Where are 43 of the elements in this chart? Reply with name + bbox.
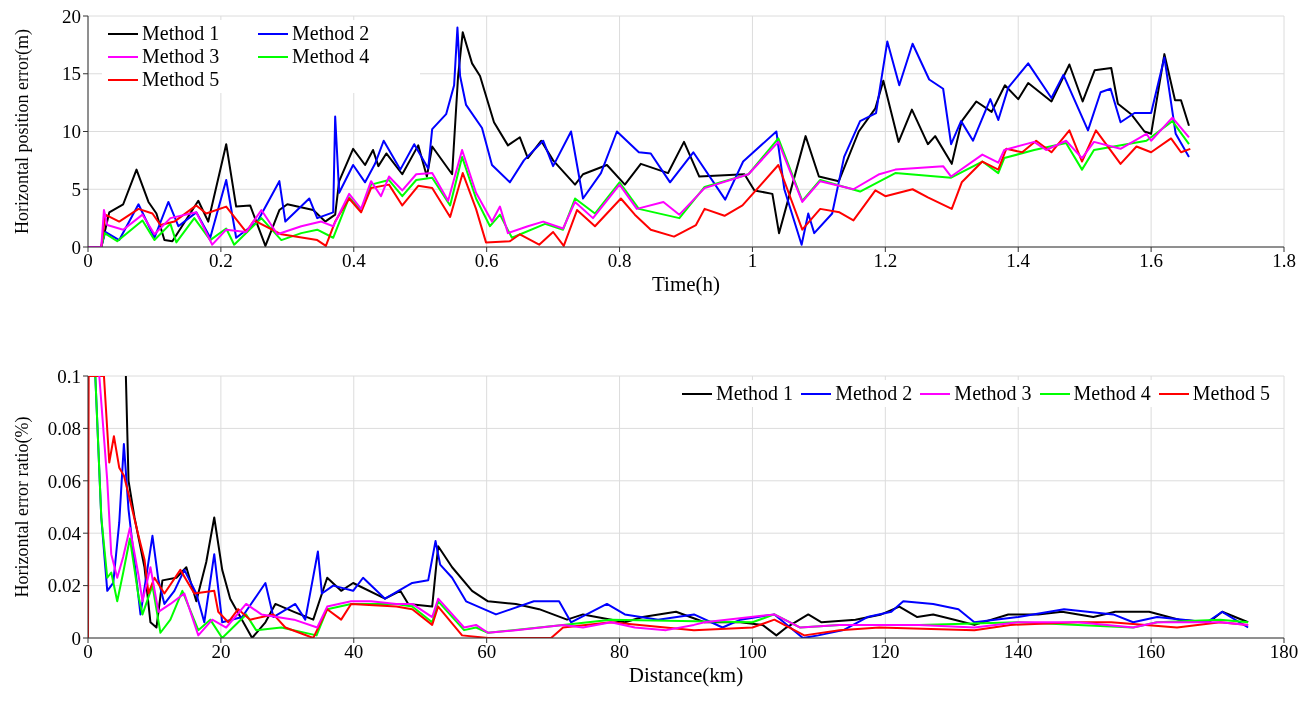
y-axis-title: Horizontal error ratio(%) — [12, 416, 34, 598]
x-tick-label: 100 — [738, 641, 767, 663]
x-tick-label: 0.6 — [474, 250, 499, 272]
x-axis-title: Distance(km) — [628, 663, 744, 687]
y-tick-label: 0.08 — [47, 418, 81, 440]
legend-label: Method 5 — [142, 68, 220, 91]
x-tick-label: 80 — [610, 641, 630, 663]
legend-label: Method 3 — [142, 45, 220, 68]
x-tick-label: 120 — [871, 641, 900, 663]
x-tick-label: 140 — [1003, 641, 1033, 663]
legend-label: Method 3 — [954, 382, 1032, 405]
y-tick-label: 15 — [62, 63, 81, 85]
legend-label: Method 1 — [715, 382, 794, 405]
x-axis-title: Time(h) — [651, 272, 721, 296]
x-tick-label: 1.8 — [1272, 250, 1296, 272]
x-tick-label: 20 — [211, 641, 231, 663]
x-tick-label: 160 — [1136, 641, 1166, 663]
y-tick-label: 0.1 — [57, 365, 81, 387]
y-tick-label: 0.06 — [47, 470, 81, 492]
legend-label: Method 1 — [142, 22, 220, 45]
x-tick-label: 1.4 — [1006, 250, 1031, 272]
y-tick-label: 0.04 — [47, 522, 82, 544]
x-tick-label: 1 — [747, 250, 758, 272]
x-tick-label: 0.2 — [209, 250, 233, 272]
legend-label: Method 4 — [292, 45, 370, 68]
y-axis-title: Horizontal position error(m) — [12, 29, 34, 234]
y-tick-label: 10 — [62, 121, 81, 143]
legend-label: Method 2 — [835, 382, 913, 405]
y-tick-label: 0 — [71, 627, 81, 649]
y-tick-label: 0 — [71, 236, 81, 258]
y-tick-label: 0.02 — [47, 575, 81, 597]
legend-label: Method 4 — [1073, 382, 1151, 405]
x-tick-label: 1.6 — [1139, 250, 1163, 272]
x-tick-label: 180 — [1269, 641, 1299, 663]
x-tick-label: 0.4 — [341, 250, 367, 272]
x-tick-label: 1.2 — [873, 250, 898, 272]
y-tick-label: 20 — [62, 5, 81, 27]
x-tick-label: 60 — [477, 641, 497, 663]
x-tick-label: 40 — [344, 641, 364, 663]
legend-label: Method 5 — [1192, 382, 1270, 405]
y-tick-label: 5 — [71, 178, 81, 200]
legend-label: Method 2 — [292, 22, 370, 45]
x-tick-label: 0.8 — [607, 250, 632, 272]
